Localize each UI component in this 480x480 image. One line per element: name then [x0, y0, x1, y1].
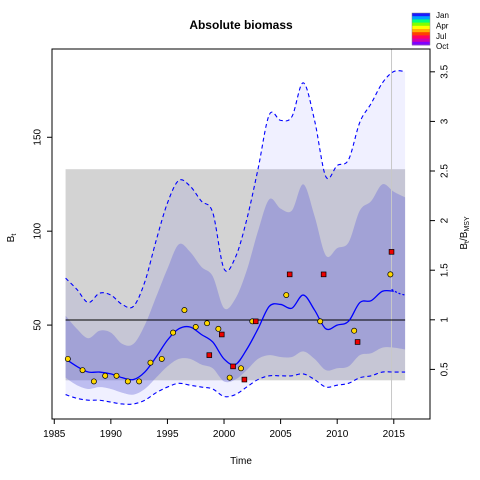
observation-point-14 — [226, 374, 233, 381]
y-tick-label-1: 100 — [33, 222, 44, 239]
observation-point-15 — [238, 365, 244, 372]
y-tick-label-0: 50 — [33, 319, 44, 331]
y2-axis: 0.5 1 1.5 2 2.5 3 3.5 — [430, 64, 451, 376]
legend-color-0 — [412, 13, 430, 17]
index-point-0 — [206, 352, 213, 358]
index-point-8 — [388, 249, 395, 255]
index-point-7 — [354, 339, 361, 345]
y-axis-title-main: B — [6, 235, 17, 242]
observation-point-4 — [113, 372, 120, 379]
observation-point-10 — [181, 307, 188, 314]
y2-tick-label-2: 1.5 — [440, 263, 451, 277]
y2-tick-label-1: 1 — [440, 317, 451, 323]
index-point-2 — [230, 363, 236, 370]
observation-point-2 — [90, 378, 97, 385]
observation-point-17 — [283, 292, 290, 298]
index-point-4 — [252, 318, 259, 325]
index-point-5 — [286, 271, 293, 278]
x-tick-label-0: 1985 — [43, 429, 66, 440]
legend-color-6 — [412, 32, 430, 36]
legend-color-9 — [412, 41, 430, 46]
x-axis-title: Time — [230, 456, 252, 467]
chart-title: Absolute biomass — [189, 18, 293, 32]
y2-axis-title-sub: t — [464, 241, 471, 243]
observation-point-13 — [215, 325, 222, 332]
legend-color-5 — [412, 29, 430, 33]
median-biomass-line — [65, 289, 394, 381]
legend-color-2 — [412, 19, 430, 23]
lower-ci-line — [65, 371, 406, 405]
observation-point-0 — [64, 355, 71, 362]
y-axis: 50 100 150 — [33, 128, 52, 331]
projection-line — [391, 288, 406, 296]
index-point-1 — [219, 331, 225, 338]
y2-tick-label-4: 2.5 — [440, 164, 451, 178]
observation-point-6 — [136, 378, 143, 385]
x-tick-label-4: 2005 — [269, 429, 292, 440]
legend-color-1 — [412, 16, 430, 20]
y2-tick-label-6: 3.5 — [440, 64, 451, 78]
observation-point-20 — [387, 271, 394, 278]
observation-point-3 — [102, 372, 109, 379]
x-tick-label-6: 2015 — [383, 429, 406, 440]
y2-axis-title: Bt/BMSY — [459, 216, 471, 250]
index-point-3 — [241, 376, 248, 383]
observation-point-19 — [351, 327, 358, 334]
observation-point-5 — [124, 378, 131, 385]
y-axis-title-sub: t — [11, 234, 18, 236]
x-tick-label-3: 2000 — [213, 429, 236, 440]
x-tick-label-5: 2010 — [326, 429, 349, 440]
legend-color-8 — [412, 38, 430, 43]
y-axis-title: Bt — [6, 234, 18, 243]
observation-point-18 — [317, 318, 324, 325]
legend-color-4 — [412, 25, 430, 30]
observation-point-8 — [158, 355, 165, 362]
observation-point-11 — [192, 324, 199, 330]
y2-axis-title-sep: /B — [459, 231, 470, 241]
x-tick-label-2: 1995 — [156, 429, 179, 440]
legend-label-0: Jan — [436, 11, 449, 20]
index-point-6 — [320, 271, 327, 278]
legend-label-1: Apr — [436, 21, 449, 30]
plot-area — [64, 49, 406, 419]
observation-point-7 — [147, 359, 154, 366]
y-tick-label-2: 150 — [33, 128, 44, 145]
observation-point-1 — [79, 367, 86, 374]
y2-tick-label-0: 0.5 — [440, 362, 451, 376]
legend-color-3 — [412, 22, 430, 27]
legend-label-2: Jul — [436, 32, 446, 41]
observation-point-9 — [170, 329, 177, 336]
reference-band — [65, 169, 406, 381]
legend-color-7 — [412, 35, 430, 39]
y2-tick-label-5: 3 — [440, 118, 451, 124]
plot-frame — [51, 48, 431, 420]
x-tick-label-1: 1990 — [100, 429, 123, 440]
legend-frame — [411, 12, 431, 46]
x-axis: 1985 1990 1995 2000 2005 2010 2015 — [43, 419, 405, 440]
inner-ci-fill — [65, 184, 406, 395]
observation-point-12 — [204, 320, 210, 327]
y2-axis-title-sub2: MSY — [464, 216, 471, 232]
legend-label-3: Oct — [436, 42, 449, 51]
y2-tick-label-3: 2 — [440, 217, 451, 223]
y2-axis-title-main: B — [459, 243, 470, 250]
